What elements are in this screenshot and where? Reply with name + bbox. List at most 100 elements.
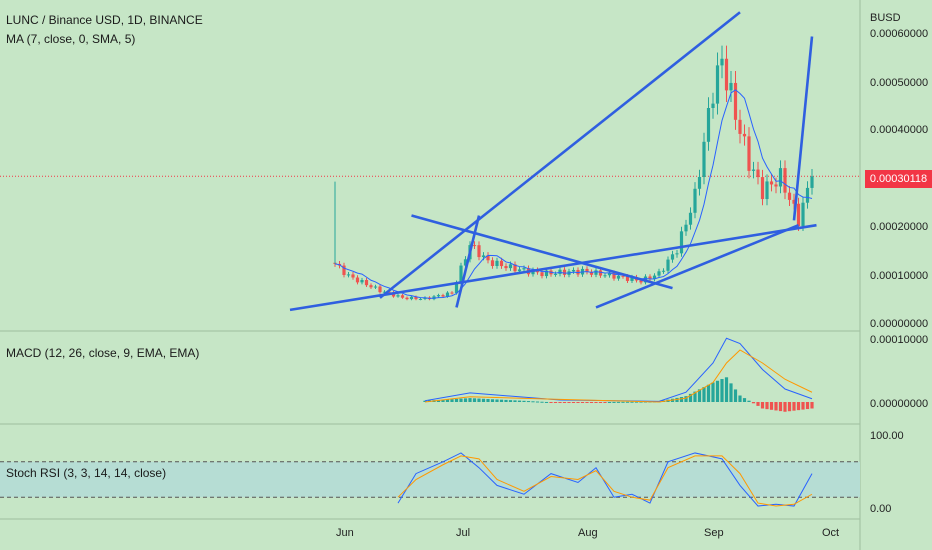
candle-body	[612, 272, 616, 279]
candle-body	[553, 273, 558, 275]
macd-histogram-bar	[576, 402, 580, 403]
candle-body	[616, 275, 621, 279]
macd-histogram-bar	[693, 391, 697, 402]
candle-body	[360, 279, 364, 283]
macd-histogram-bar	[679, 397, 684, 402]
candle-body	[540, 272, 544, 277]
candle-body	[499, 260, 504, 267]
candle-body	[751, 169, 756, 171]
macd-histogram-bar	[684, 396, 688, 402]
macd-histogram-bar	[711, 382, 715, 402]
macd-histogram-bar	[805, 402, 810, 410]
macd-histogram-bar	[778, 402, 783, 412]
macd-histogram-bar	[463, 398, 468, 402]
macd-histogram-bar	[612, 401, 616, 403]
macd-histogram-bar	[580, 402, 585, 403]
macd-histogram-bar	[625, 401, 630, 403]
macd-histogram-bar	[486, 399, 490, 402]
candle-body	[742, 133, 747, 137]
macd-histogram-bar	[540, 401, 544, 403]
candle-body	[571, 269, 576, 272]
macd-histogram-bar	[634, 401, 639, 403]
time-tick: Jul	[456, 527, 471, 539]
candle-body	[544, 270, 549, 277]
candle-body	[805, 187, 810, 203]
macd-histogram-bar	[630, 401, 634, 403]
macd-histogram-bar	[715, 380, 720, 402]
candle-body	[621, 275, 625, 277]
candle-body	[661, 270, 666, 272]
macd-histogram-bar	[549, 402, 553, 403]
candle-body	[459, 265, 463, 283]
macd-histogram-bar	[607, 402, 612, 403]
candle-body	[396, 295, 400, 297]
macd-histogram-bar	[720, 379, 724, 402]
candle-body	[769, 181, 774, 185]
macd-histogram-bar	[589, 402, 594, 403]
macd-histogram-bar	[513, 400, 517, 402]
candle-body	[495, 260, 499, 267]
trendline	[411, 214, 673, 290]
macd-histogram-bar	[747, 400, 751, 402]
candle-body	[783, 168, 787, 193]
price-tick: 0.00060000	[870, 28, 929, 40]
candle-body	[409, 296, 414, 300]
macd-histogram-bar	[598, 402, 603, 403]
macd-histogram-bar	[688, 393, 693, 402]
candle-body	[630, 277, 634, 281]
candle-body	[810, 176, 814, 188]
candle-body	[760, 177, 765, 200]
candle-body	[382, 291, 387, 293]
macd-histogram-bar	[810, 402, 814, 409]
candle-body	[598, 270, 603, 276]
candle-body	[364, 279, 369, 286]
macd-histogram-bar	[697, 389, 702, 402]
macd-histogram-bar	[531, 401, 535, 403]
macd-histogram-bar	[495, 399, 499, 402]
candle-body	[607, 272, 612, 276]
candle-body	[517, 269, 522, 272]
trendline	[289, 223, 817, 312]
macd-histogram-bar	[517, 400, 522, 402]
macd-indicator-label: MACD (12, 26, close, 9, EMA, EMA)	[6, 346, 200, 360]
candle-body	[688, 212, 693, 225]
macd-histogram-bar	[769, 402, 774, 410]
candle-body	[670, 254, 675, 260]
macd-histogram-bar	[562, 402, 567, 403]
candle-body	[675, 253, 679, 255]
candle-body	[508, 264, 513, 269]
candle-body	[693, 188, 697, 213]
candle-body	[400, 295, 405, 298]
macd-histogram-bar	[724, 377, 729, 402]
candle-body	[787, 192, 792, 200]
rsi-tick: 0.00	[870, 503, 892, 515]
macd-histogram-bar	[733, 389, 738, 402]
macd-histogram-bar	[454, 398, 459, 402]
macd-tick: 0.00000000	[870, 398, 929, 410]
macd-histogram-bar	[450, 399, 454, 402]
macd-histogram-bar	[621, 401, 625, 403]
candle-body	[625, 276, 630, 281]
candle-body	[733, 82, 738, 120]
candle-body	[756, 169, 760, 178]
macd-histogram-bar	[792, 402, 796, 411]
macd-histogram-bar	[499, 399, 504, 402]
candle-body	[715, 65, 720, 104]
macd-histogram-bar	[756, 402, 760, 406]
macd-histogram-bar	[639, 401, 643, 403]
ma-line	[334, 89, 813, 299]
candle-body	[792, 199, 796, 204]
macd-histogram-bar	[535, 401, 540, 403]
macd-histogram-bar	[702, 387, 706, 402]
candle-body	[697, 176, 702, 189]
candle-body	[369, 285, 373, 288]
candle-body	[558, 269, 562, 274]
candle-body	[648, 276, 652, 280]
macd-histogram-bar	[603, 402, 607, 403]
candle-body	[450, 292, 454, 294]
candle-body	[351, 274, 355, 278]
candle-body	[477, 245, 481, 258]
ma-indicator-label: MA (7, close, 0, SMA, 5)	[6, 32, 136, 46]
